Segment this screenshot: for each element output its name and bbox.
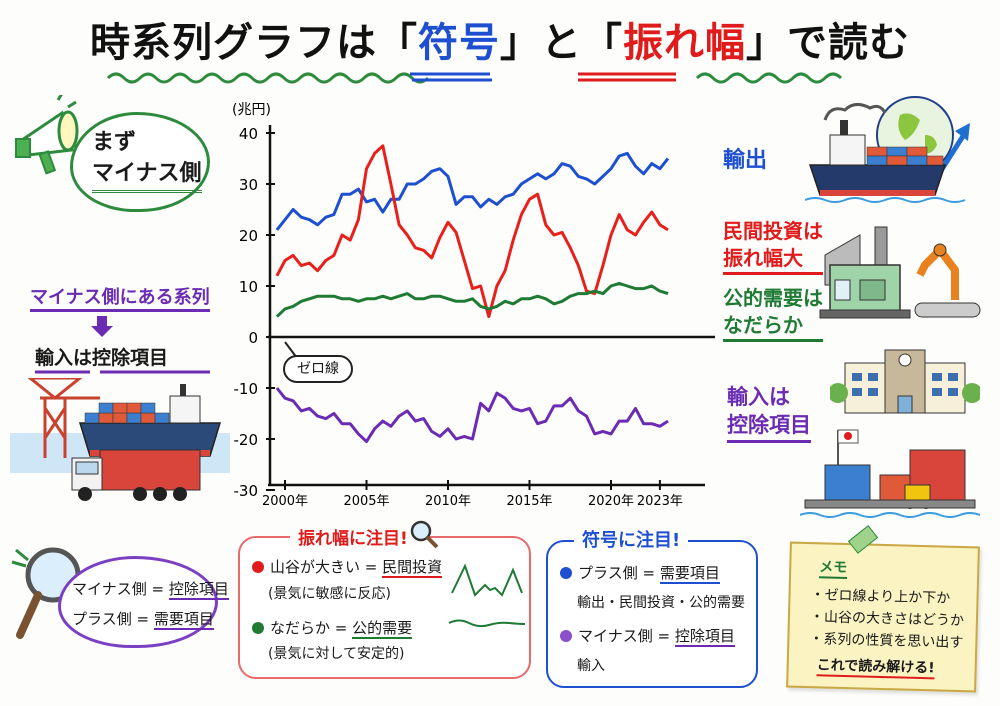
left-note-line: 輸入は控除項目 [35, 347, 169, 369]
amplitude-item-1-key: 民間投資 [382, 558, 443, 578]
y-tick-label: 20 [239, 227, 258, 245]
label-exports: 輸出 [723, 148, 768, 173]
red-bullet-icon [252, 561, 264, 573]
title-middle: 」と「 [500, 20, 623, 66]
callout-line2: マイナス側 [92, 159, 202, 193]
amplitude-item-1: 山谷が大きい = 民間投資 [252, 556, 443, 578]
cloud-line-plus-label: プラス側 = [72, 610, 154, 628]
container-port-forklift-illustration [800, 429, 980, 518]
sign-item-2-note: 輸入 [577, 658, 605, 674]
cloud-line-minus: マイナス側 = 控除項目 [72, 578, 229, 600]
y-tick-label: 0 [248, 329, 258, 347]
amplitude-item-1-note: (景気に敏感に反応) [268, 586, 391, 602]
amplitude-item-2-key: 公的需要 [352, 619, 413, 639]
exports-line [275, 151, 670, 231]
port-ship-truck-illustration [10, 378, 230, 501]
label-public-demand-line1: 公的需要は [723, 286, 823, 310]
sign-item-1: プラス側 = 需要項目 [560, 562, 720, 584]
title-underline-decoration [106, 72, 843, 84]
memo-tape [847, 525, 879, 554]
y-tick-label: 10 [239, 278, 258, 296]
memo-conclusion: これで読み解ける! [816, 654, 935, 680]
sign-box-title: 符号に注目! [574, 526, 689, 552]
callout-cloud [70, 112, 210, 212]
memo-item-3: ・系列の性質を思い出す [809, 631, 964, 652]
label-imports-line2: 控除項目 [727, 411, 811, 443]
title-suffix: 」で読む [746, 20, 910, 66]
sign-item-2: マイナス側 = 控除項目 [560, 625, 735, 647]
cloud-line-plus: プラス側 = 需要項目 [72, 608, 214, 630]
title-word-amplitude: 振れ幅 [623, 20, 746, 66]
sign-box [546, 540, 758, 688]
sign-item-1-note: 輸出・民間投資・公的需要 [577, 595, 745, 611]
callout-line1: まず [92, 130, 137, 155]
magnifier-small-icon [410, 520, 439, 549]
mini-flat-line-icon [448, 619, 526, 628]
label-private-investment-line1: 民間投資は [723, 219, 823, 243]
imports-line [275, 387, 669, 444]
private-investment-line [275, 144, 669, 319]
x-tick-label: 2023年 [637, 494, 683, 509]
title-prefix: 時系列グラフは「 [90, 20, 418, 66]
series-lines [275, 144, 670, 444]
x-tick-label: 2005年 [343, 494, 389, 509]
bottom-left-cloud [58, 556, 218, 648]
title-word-sign: 符号 [418, 20, 500, 66]
y-tick-label: -20 [234, 431, 259, 449]
memo-item-1: ・ゼロ線より上か下か [810, 587, 951, 607]
amplitude-item-2-note: (景気に対して安定的) [268, 646, 405, 662]
label-imports-line1: 輸入は [727, 385, 790, 409]
label-public-demand-line2: なだらか [723, 312, 823, 342]
amplitude-item-1-label: 山谷が大きい = [270, 558, 383, 576]
purple-bullet-icon [560, 630, 572, 642]
memo-note: メモ ・ゼロ線より上か下か ・山谷の大きさはどうか ・系列の性質を思い出す これ… [786, 525, 980, 693]
label-private-investment: 民間投資は 振れ幅大 [723, 218, 823, 275]
zero-line-bubble: ゼロ線 [283, 355, 353, 383]
public-demand-line [275, 281, 669, 318]
amplitude-item-2-label: なだらか = [270, 619, 353, 637]
page-title: 時系列グラフは「符号」と「振れ幅」で読む [0, 10, 1000, 68]
label-public-demand: 公的需要は なだらか [723, 285, 823, 342]
x-tick-label: 2015年 [506, 494, 552, 509]
label-imports: 輸入は 控除項目 [727, 383, 811, 443]
y-tick-label: -30 [234, 482, 259, 500]
cloud-line-minus-label: マイナス側 = [72, 580, 169, 598]
y-tick-label: -10 [234, 380, 259, 398]
left-note-underline [35, 370, 210, 374]
x-tick-label: 2000年 [262, 494, 308, 509]
amplitude-item-2: なだらか = 公的需要 [252, 617, 413, 639]
x-tick-label: 2010年 [425, 494, 471, 509]
callout-text: まず マイナス側 [92, 128, 202, 193]
label-private-investment-line2: 振れ幅大 [723, 245, 823, 275]
x-tick-label: 2020年 [588, 494, 634, 509]
y-axis-unit-label: (兆円) [232, 102, 271, 118]
left-note-heading: マイナス側にある系列 [30, 283, 210, 312]
sign-item-1-label: プラス側 = [578, 564, 660, 582]
blue-bullet-icon [560, 567, 572, 579]
x-axis: 2000年 2005年 2010年 2015年 2020年 2023年 [262, 480, 683, 509]
memo-title: メモ [818, 556, 848, 580]
sign-item-1-key: 需要項目 [659, 564, 720, 584]
factory-robot-arm-illustration [819, 226, 981, 319]
y-tick-label: 30 [239, 176, 258, 194]
amplitude-box-title: 振れ幅に注目! [290, 524, 416, 549]
mini-volatile-line-icon [451, 563, 523, 597]
y-axis: 40 30 20 10 0 -10 -20 -30 [234, 125, 275, 500]
memo-item-2: ・山谷の大きさはどうか [809, 609, 965, 630]
down-arrow-icon [91, 316, 113, 337]
cloud-line-plus-value: 需要項目 [153, 610, 214, 630]
sign-item-2-label: マイナス側 = [578, 627, 675, 645]
green-bullet-icon [252, 622, 264, 634]
y-tick-label: 40 [239, 125, 258, 143]
cloud-line-minus-value: 控除項目 [168, 580, 229, 600]
government-building-illustration [830, 349, 980, 414]
cargo-ship-globe-illustration [805, 96, 970, 203]
sign-item-2-key: 控除項目 [674, 627, 735, 647]
